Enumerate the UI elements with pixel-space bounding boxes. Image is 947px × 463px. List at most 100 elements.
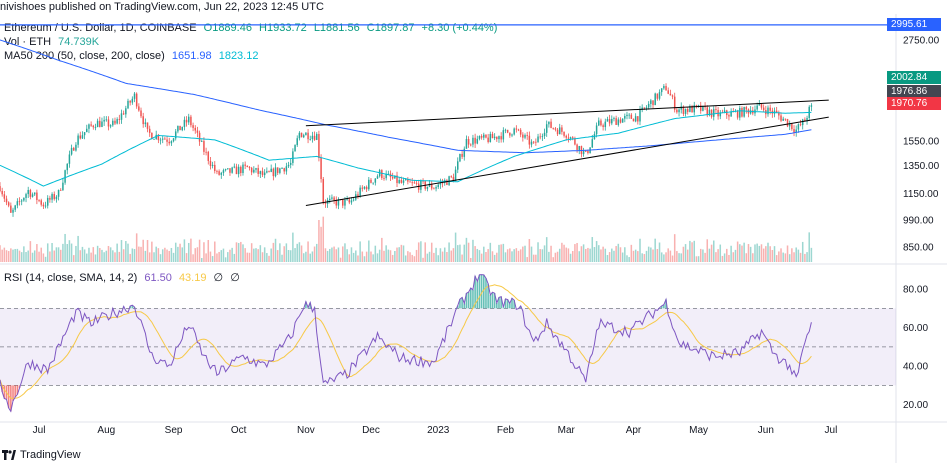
candle-body bbox=[801, 119, 804, 126]
candle-body bbox=[615, 118, 617, 125]
candle-body bbox=[292, 151, 294, 163]
candle-body bbox=[51, 194, 53, 200]
candle-body bbox=[1, 191, 3, 195]
price-badge: 1970.76 bbox=[887, 97, 941, 110]
volume-bar bbox=[40, 247, 42, 262]
volume-bar bbox=[148, 252, 151, 262]
candle-body bbox=[127, 100, 129, 109]
candle-body bbox=[31, 194, 34, 197]
candle-body bbox=[57, 189, 60, 197]
volume-bar bbox=[786, 245, 789, 262]
candle-body bbox=[613, 118, 615, 120]
candle-body bbox=[81, 135, 84, 139]
volume-bar bbox=[159, 254, 162, 262]
candle-body bbox=[159, 139, 162, 141]
candle-body bbox=[619, 119, 622, 123]
candle-body bbox=[582, 150, 585, 155]
candle-body bbox=[77, 135, 79, 145]
volume-bar bbox=[135, 233, 138, 262]
candle-body bbox=[53, 194, 55, 200]
candle-body bbox=[452, 176, 455, 182]
candle-body bbox=[233, 166, 236, 168]
volume-bar bbox=[788, 254, 791, 262]
volume-bar bbox=[545, 237, 548, 262]
volume-bar bbox=[702, 249, 704, 262]
candle-body bbox=[556, 129, 559, 135]
candle-body bbox=[591, 139, 594, 148]
candle-body bbox=[545, 124, 548, 133]
volume-bar bbox=[537, 242, 539, 262]
volume-bar bbox=[420, 241, 422, 262]
volume-bar bbox=[233, 253, 236, 262]
volume-bar bbox=[242, 244, 244, 262]
candle-body bbox=[83, 132, 86, 136]
candle-body bbox=[489, 133, 492, 143]
volume-bar bbox=[75, 245, 77, 262]
volume-bar bbox=[122, 249, 125, 262]
volume-bar bbox=[496, 252, 498, 262]
candle-body bbox=[647, 103, 650, 108]
volume-bar bbox=[331, 247, 333, 262]
candle-body bbox=[585, 150, 587, 152]
candle-body bbox=[122, 113, 125, 115]
candle-body bbox=[344, 199, 346, 206]
candle-body bbox=[227, 168, 229, 170]
volume-bar bbox=[355, 250, 357, 262]
volume-bar bbox=[441, 251, 444, 262]
volume-bar bbox=[326, 250, 329, 262]
candle-body bbox=[99, 120, 101, 127]
candle-body bbox=[695, 105, 698, 106]
volume-bar bbox=[99, 248, 101, 262]
candle-body bbox=[365, 186, 368, 190]
volume-bar bbox=[309, 253, 311, 262]
candle-body bbox=[135, 93, 138, 107]
candle-body bbox=[174, 131, 177, 139]
candle-body bbox=[650, 100, 652, 104]
volume-bar bbox=[227, 252, 229, 262]
candle-body bbox=[439, 182, 442, 185]
candle-body bbox=[665, 86, 667, 91]
volume-bar bbox=[615, 246, 617, 262]
volume-bar bbox=[626, 255, 628, 262]
volume-bar bbox=[673, 234, 676, 262]
volume-bar bbox=[255, 248, 257, 262]
candle-body bbox=[250, 167, 253, 173]
candle-body bbox=[244, 164, 246, 166]
candle-body bbox=[374, 178, 377, 183]
volume-bar bbox=[732, 252, 735, 262]
candle-body bbox=[524, 135, 526, 138]
candle-body bbox=[68, 154, 71, 164]
candle-body bbox=[42, 204, 45, 207]
volume-bar bbox=[214, 241, 216, 262]
candle-body bbox=[92, 125, 95, 128]
trendline-1 bbox=[305, 99, 829, 127]
volume-bar bbox=[96, 245, 99, 262]
candle-body bbox=[548, 121, 550, 125]
volume-bar bbox=[88, 247, 90, 262]
candle-body bbox=[498, 136, 500, 140]
volume-bar bbox=[736, 241, 739, 262]
candle-body bbox=[398, 180, 400, 184]
volume-bar bbox=[595, 241, 598, 262]
candle-body bbox=[194, 127, 197, 131]
volume-bar bbox=[279, 243, 281, 262]
volume-bar bbox=[294, 248, 296, 262]
trendline-2 bbox=[305, 116, 829, 206]
candle-body bbox=[305, 132, 307, 136]
candle-body bbox=[415, 182, 418, 184]
volume-bar bbox=[31, 252, 34, 262]
volume-bar bbox=[778, 251, 780, 262]
candle-body bbox=[151, 132, 153, 140]
candle-body bbox=[522, 134, 524, 138]
candle-body bbox=[682, 106, 685, 114]
candle-body bbox=[363, 186, 366, 189]
volume-bar bbox=[773, 246, 776, 262]
candle-body bbox=[283, 168, 285, 172]
candle-body bbox=[574, 138, 576, 145]
candle-body bbox=[461, 153, 463, 157]
volume-bar bbox=[598, 245, 600, 262]
volume-bar bbox=[509, 248, 511, 262]
time-tick-label: Feb bbox=[497, 425, 515, 436]
candle-body bbox=[142, 116, 144, 125]
